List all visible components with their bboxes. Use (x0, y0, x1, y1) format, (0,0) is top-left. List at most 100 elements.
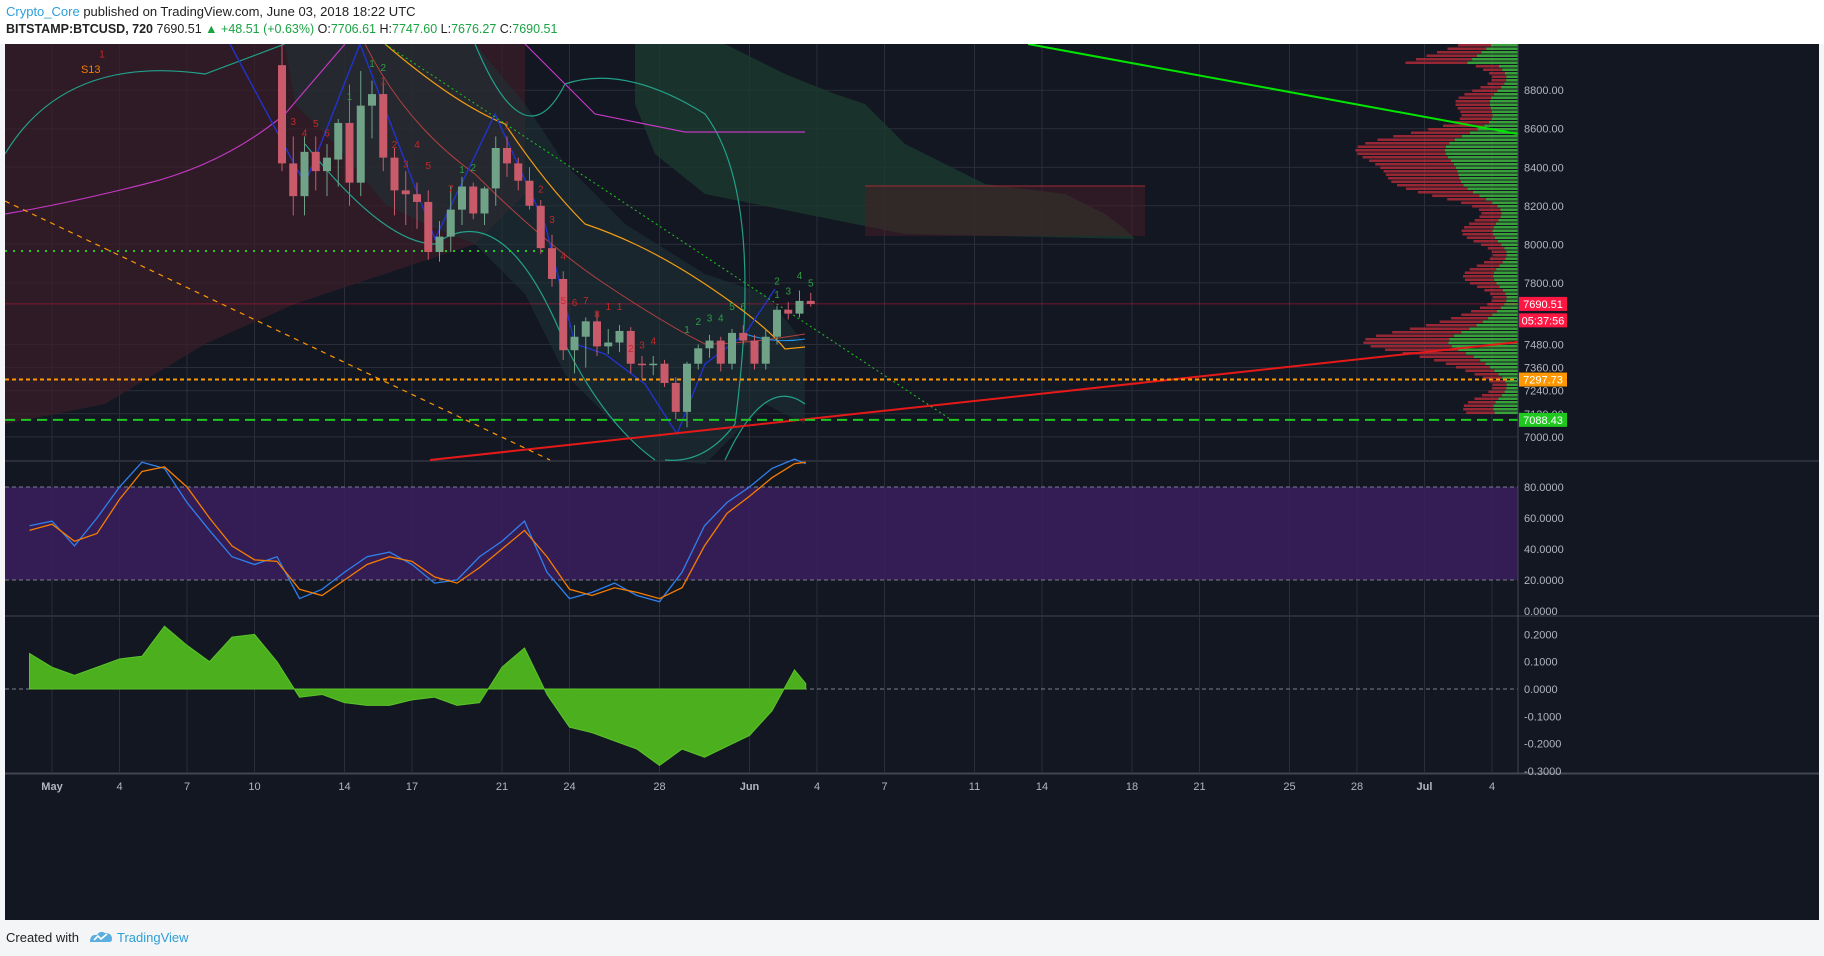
axes: May 4 7 10 14 17 21 24 28 Jun 4 7 11 14 18 21 25 28 Jul 488… (5, 44, 1819, 793)
volume-profile-buy (1500, 306, 1518, 309)
momentum-tick-label: 0.0000 (1524, 684, 1558, 696)
kijun-line (4, 43, 346, 215)
symbol-label[interactable]: BITSTAMP:BTCUSD, 720 (6, 22, 154, 36)
publish-info: Crypto_Core published on TradingView.com… (6, 4, 416, 19)
volume-profile-buy (1497, 205, 1518, 208)
candle-body (559, 278, 568, 351)
x-tick-label: 28 (653, 781, 665, 793)
y-tick-label: 8200.00 (1524, 201, 1564, 213)
candle-body (750, 340, 759, 364)
y-tick-label: 7800.00 (1524, 278, 1564, 290)
td-count-label: 6 (740, 302, 746, 313)
candle-body (716, 340, 725, 364)
volume-profile-sell (1467, 401, 1496, 404)
momentum-tick-label: -0.3000 (1524, 766, 1561, 778)
candle-body (390, 157, 399, 191)
x-tick-label: 28 (1351, 781, 1363, 793)
td-count-label: 2 (695, 317, 701, 328)
candle-body (728, 332, 736, 364)
td-count-label: 1 (99, 49, 105, 60)
volume-profile-buy (1492, 110, 1518, 113)
momentum-tick-label: 0.2000 (1524, 629, 1558, 641)
volume-profile-buy (1506, 299, 1518, 302)
volume-profile-sell (1453, 121, 1490, 124)
volume-profile-buy (1504, 303, 1518, 306)
trend-lines (4, 43, 1519, 461)
volume-profile-buy (1491, 44, 1518, 47)
volume-profile-sell (1457, 107, 1491, 110)
td-count-label: 2 (538, 184, 544, 195)
x-tick-label: 4 (1489, 781, 1495, 793)
volume-profile-sell (1391, 180, 1461, 183)
stochastic-tick-label: 20.0000 (1524, 575, 1564, 587)
td-count-label: 4 (560, 252, 566, 263)
candle-body (773, 309, 781, 337)
volume-profile-buy (1499, 65, 1518, 68)
volume-profile-sell (1428, 128, 1478, 131)
td-count-label: 7 (583, 296, 589, 307)
volume-profile-buy (1445, 152, 1518, 155)
volume-profile-buy (1505, 292, 1518, 295)
volume-profile-buy (1493, 404, 1518, 407)
stochastic-tick-label: 60.0000 (1524, 513, 1564, 525)
volume-profile-sell (1481, 212, 1502, 215)
volume-profile-sell (1461, 229, 1493, 232)
candle-body (638, 363, 646, 366)
volume-profile-sell (1492, 75, 1507, 78)
tradingview-brand-link[interactable]: TradingView (117, 930, 189, 945)
volume-profile-buy (1472, 191, 1518, 194)
volume-profile-buy (1459, 177, 1518, 180)
x-tick-label: 10 (248, 781, 260, 793)
volume-profile-buy (1502, 376, 1518, 379)
td-count-label: 2 (774, 277, 780, 288)
y-tick-label: 7480.00 (1524, 339, 1564, 351)
volume-profile-sell (1474, 373, 1499, 376)
volume-profile-sell (1426, 54, 1477, 57)
price-label-box (1519, 296, 1567, 311)
volume-profile-sell (1451, 317, 1488, 320)
td-count-label: 4 (797, 271, 803, 282)
momentum-tick-label: 0.1000 (1524, 657, 1558, 669)
y-tick-label: 8400.00 (1524, 162, 1564, 174)
volume-profile-buy (1501, 86, 1518, 89)
published-text: published on TradingView.com, June 03, 2… (83, 4, 416, 19)
volume-profile-sell (1432, 194, 1480, 197)
candle-body (694, 348, 703, 364)
volume-profile-buy (1497, 89, 1518, 92)
candle-body (683, 363, 691, 412)
bollinger-band-fill (285, 44, 805, 464)
author-link[interactable]: Crypto_Core (6, 4, 80, 19)
candle-body (660, 363, 669, 383)
volume-profile-sell (1491, 79, 1507, 82)
x-tick-label: 25 (1283, 781, 1295, 793)
volume-profile-buy (1506, 383, 1518, 386)
td-count-label: 1 (380, 76, 386, 87)
candle-body (435, 236, 444, 252)
x-tick-label: 24 (563, 781, 575, 793)
volume-profile-buy (1493, 275, 1518, 278)
stochastic-d-line (29, 461, 806, 600)
volume-profile-sell (1492, 387, 1507, 390)
volume-profile-buy (1501, 212, 1518, 215)
price-label-text: 7690.51 (1523, 299, 1563, 311)
candle-body (795, 300, 804, 314)
volume-profile-sell (1465, 369, 1495, 372)
y-tick-label: 8800.00 (1524, 85, 1564, 97)
volume-profile-buy (1480, 359, 1518, 362)
candle-body (503, 148, 511, 164)
td-count-label: 3 (290, 117, 296, 128)
ma-blue-segment (744, 333, 806, 342)
volume-profile-sell (1464, 226, 1494, 229)
downtrend-line (1027, 43, 1519, 135)
bollinger-upper-early (4, 43, 286, 155)
candle-body (626, 330, 635, 364)
volume-profile-sell (1455, 100, 1490, 103)
volume-profile-buy (1444, 149, 1518, 152)
td-count-label: 2 (392, 140, 398, 151)
volume-profile-buy (1467, 61, 1518, 64)
volume-profile-buy (1492, 114, 1518, 117)
volume-profile-buy (1449, 338, 1518, 341)
chart-area[interactable]: S13 1 3 4 5 6 1 1 2 1 2 3 4 5 7 1 2 1 2 3 4 5 6 7 8 1 1 2 3 4 1 2 3 4 5 6 1 2… (4, 42, 1819, 920)
volume-profile-sell (1477, 285, 1500, 288)
